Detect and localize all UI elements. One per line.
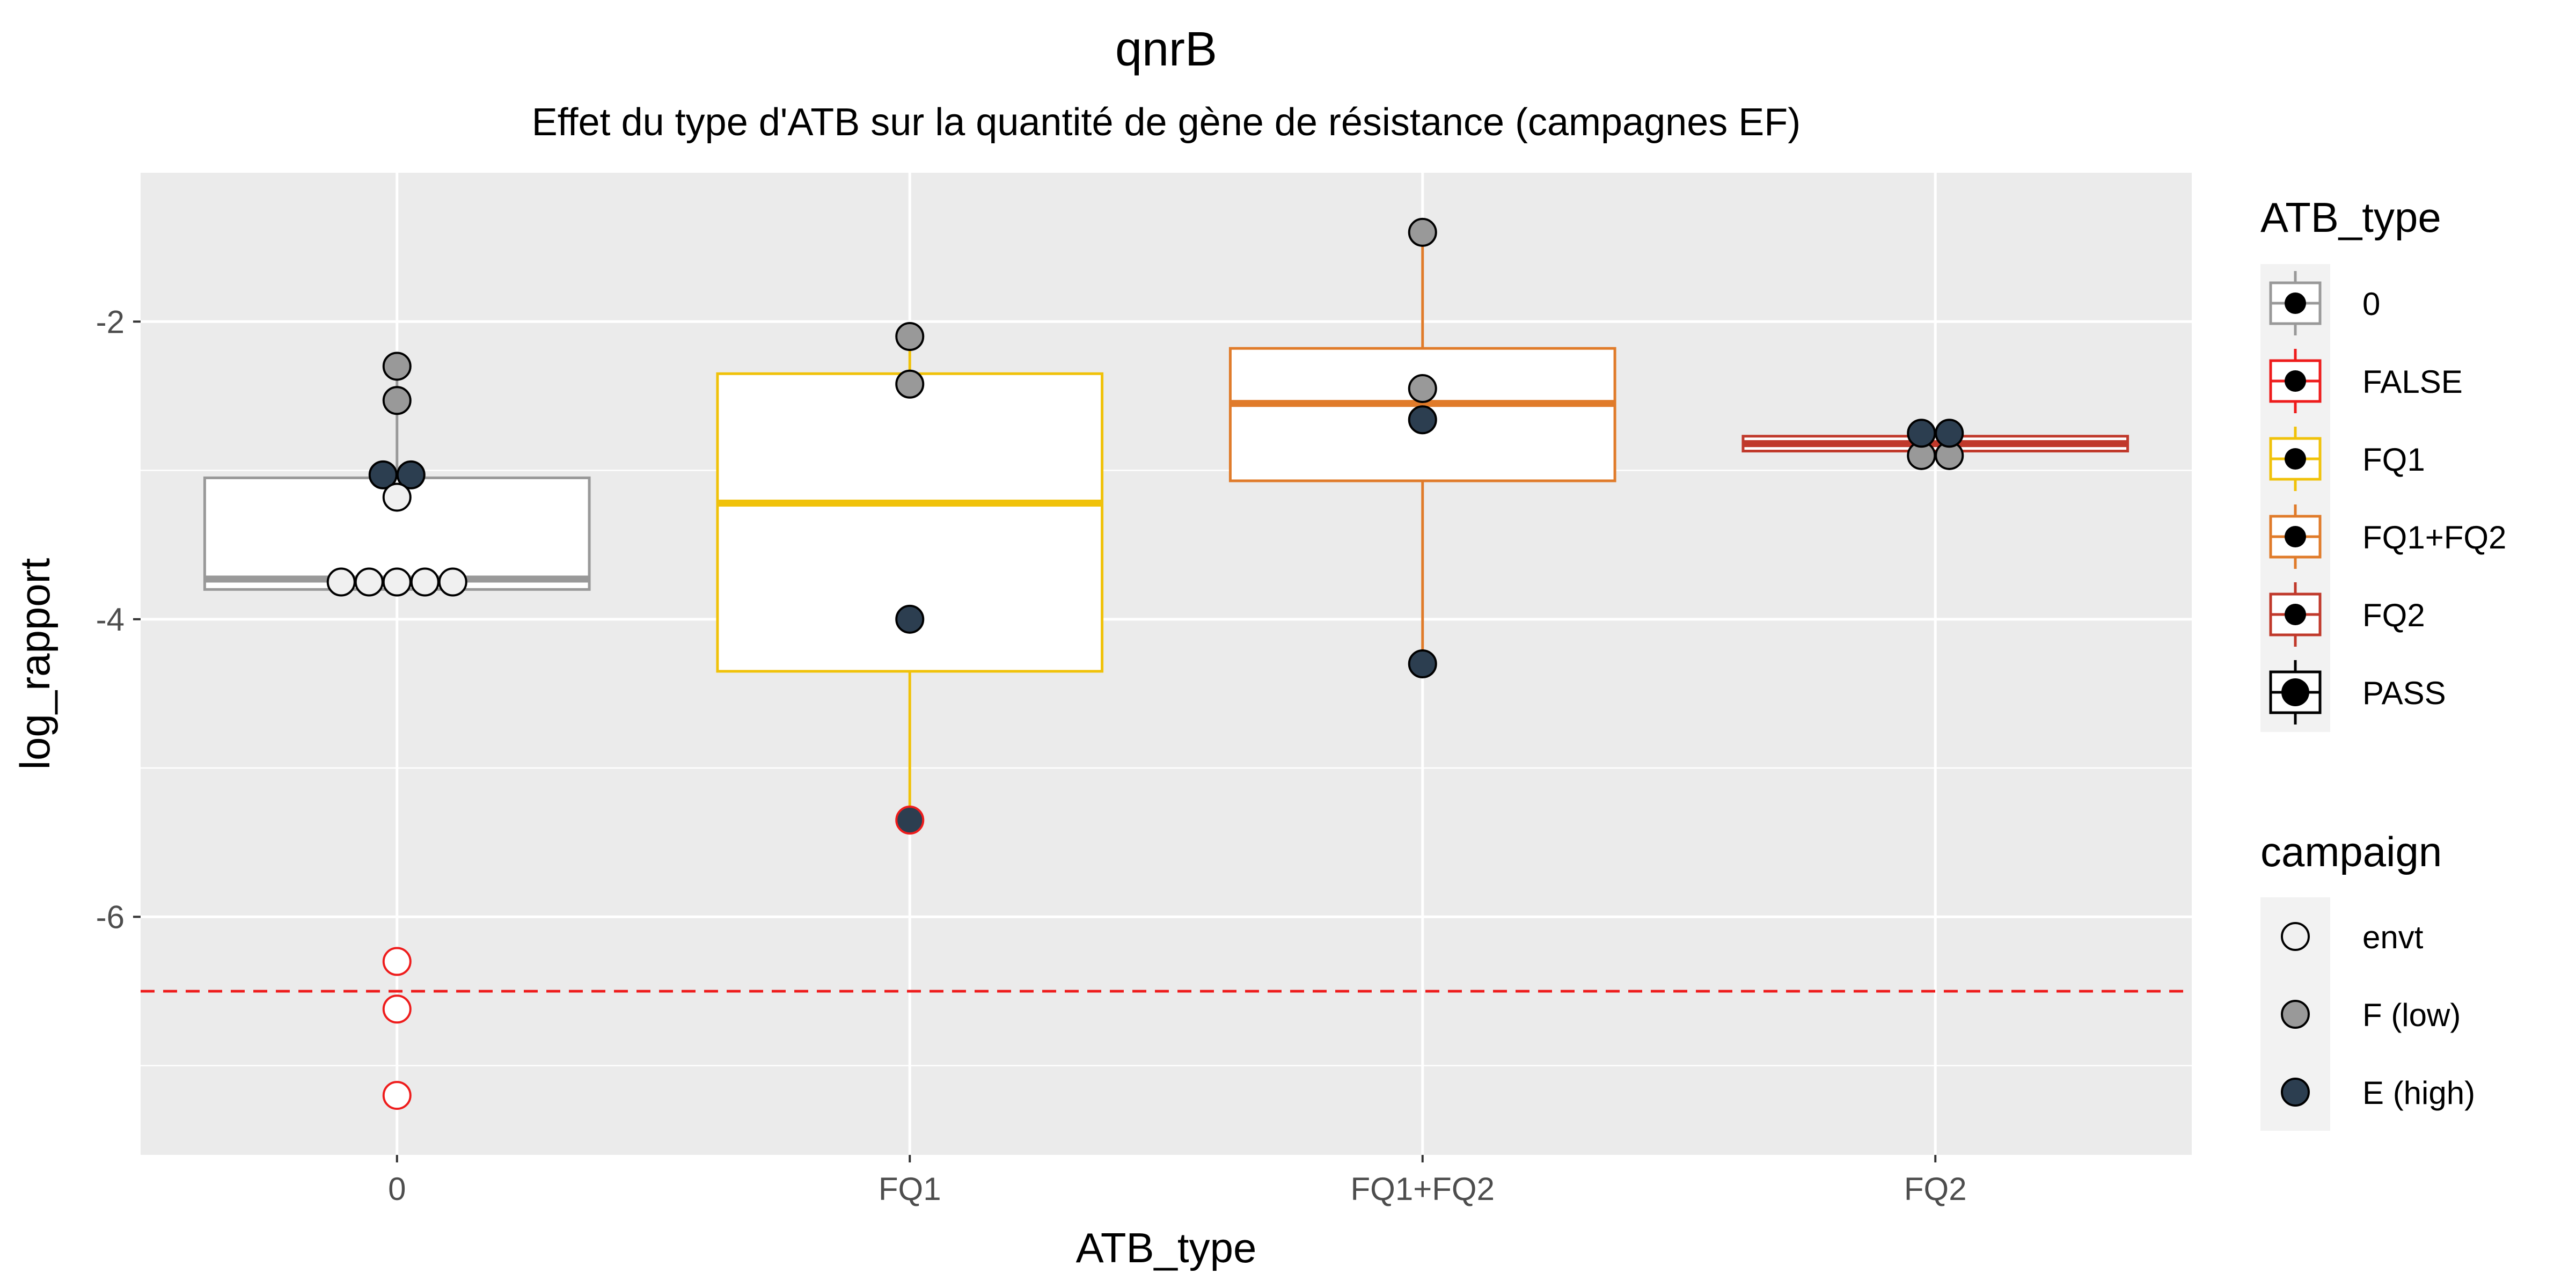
- legend-atb-label: FQ1+FQ2: [2362, 519, 2506, 555]
- data-point: [895, 322, 925, 351]
- data-point: [354, 567, 384, 597]
- data-point: [1935, 419, 1964, 448]
- data-point: [895, 604, 925, 634]
- chart-title: qnrB: [1115, 23, 1217, 76]
- data-point: [382, 482, 412, 512]
- y-axis-title: log_rapport: [11, 558, 58, 770]
- x-axis-title: ATB_type: [1076, 1224, 1257, 1271]
- x-tick-label: FQ1+FQ2: [1351, 1171, 1495, 1207]
- data-point: [382, 352, 412, 381]
- data-point: [1408, 217, 1437, 247]
- legend-campaign-point: [2281, 922, 2310, 951]
- legend-atb-label: FQ1: [2362, 442, 2425, 478]
- chart-subtitle: Effet du type d'ATB sur la quantité de g…: [532, 101, 1801, 144]
- legend-campaign-point: [2281, 1078, 2310, 1107]
- data-point: [895, 806, 925, 835]
- x-tick-label: FQ1: [879, 1171, 941, 1207]
- plot-panel: [141, 173, 2192, 1155]
- legend-atb-point: [2285, 448, 2306, 470]
- axis-layer: -2 -4 -6 0 FQ1 FQ1+FQ2 FQ2: [96, 304, 1967, 1207]
- legend-atb-key-bg: [2260, 264, 2330, 732]
- data-point: [326, 567, 356, 597]
- data-point: [1907, 419, 1936, 448]
- data-point: [1408, 649, 1437, 678]
- legend-atb-label: FALSE: [2362, 364, 2463, 400]
- data-point: [410, 567, 440, 597]
- data-point: [1408, 405, 1437, 435]
- x-tick-label: FQ2: [1904, 1171, 1967, 1207]
- legend-atb-point: [2281, 678, 2309, 706]
- data-point: [382, 947, 412, 976]
- data-point: [382, 567, 412, 597]
- legend-campaign-label: envt: [2362, 919, 2424, 955]
- legend-atb-point: [2285, 526, 2306, 547]
- legend-campaign-point: [2281, 1000, 2310, 1029]
- data-point: [396, 460, 426, 489]
- legend-atb-point: [2285, 604, 2306, 625]
- x-tick-label: 0: [388, 1171, 406, 1207]
- legend-campaign-label: F (low): [2362, 997, 2461, 1033]
- data-point: [438, 567, 467, 597]
- y-tick-label: -2: [96, 304, 125, 340]
- data-point: [895, 369, 925, 399]
- data-point: [382, 386, 412, 415]
- data-point: [382, 994, 412, 1024]
- data-point: [1408, 374, 1437, 404]
- legend-layer: ATB_type 0 FALSE FQ1 FQ1+FQ2 FQ2 PASS campaign e…: [2260, 194, 2506, 1131]
- point-layer: [326, 217, 1964, 1110]
- legend-atb-label: 0: [2362, 286, 2380, 322]
- y-tick-label: -6: [96, 899, 125, 935]
- legend-atb-label: FQ2: [2362, 597, 2425, 633]
- box-body: [1228, 347, 1616, 482]
- legend-campaign-label: E (high): [2362, 1075, 2475, 1111]
- y-tick-label: -4: [96, 602, 125, 638]
- legend-atb-title: ATB_type: [2260, 194, 2441, 241]
- data-point: [382, 1081, 412, 1110]
- legend-atb-point: [2285, 370, 2306, 392]
- legend-atb-point: [2285, 292, 2306, 314]
- legend-atb-label: PASS: [2362, 675, 2446, 711]
- legend-campaign-title: campaign: [2260, 828, 2442, 875]
